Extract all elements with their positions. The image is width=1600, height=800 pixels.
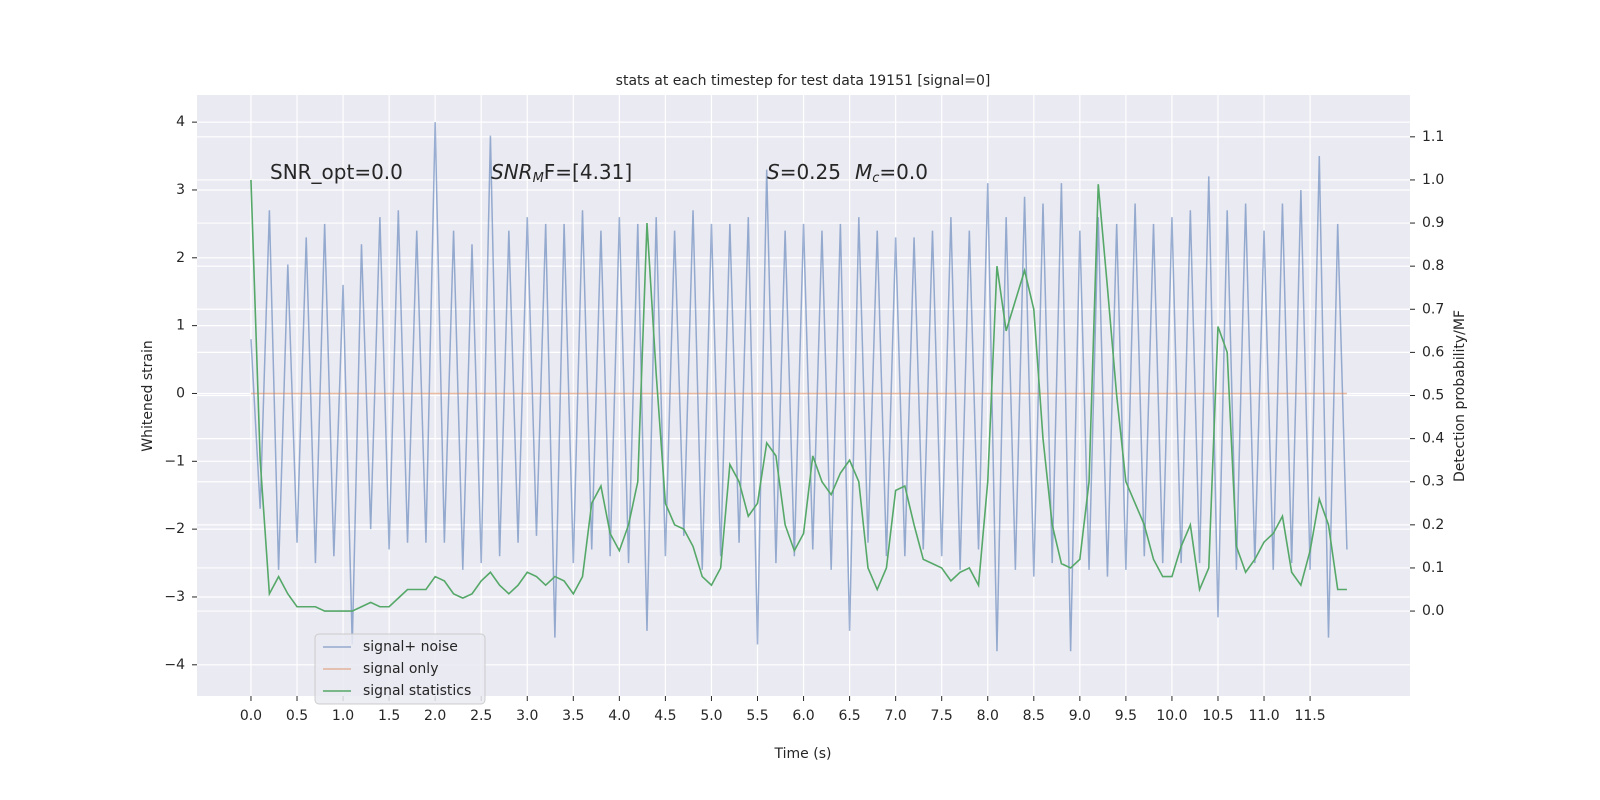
annotation: SNRMF=[4.31] (491, 160, 632, 186)
y2-axis-label: Detection probability/MF (1452, 310, 1468, 482)
x-tick-label: 6.5 (838, 708, 860, 724)
annotation-part: M (855, 160, 872, 184)
y-tick-label: 4 (176, 114, 185, 130)
x-tick-label: 7.5 (931, 708, 953, 724)
y-tick-label: 3 (176, 182, 185, 198)
x-tick-label: 1.0 (332, 708, 354, 724)
y-tick-label: −2 (164, 521, 185, 537)
series-line (250, 179, 1347, 612)
x-tick-label: 6.0 (792, 708, 814, 724)
annotation: S=0.25 Mc=0.0 (767, 160, 928, 186)
y-tick-label: 2 (176, 250, 185, 266)
x-tick-label: 2.5 (470, 708, 492, 724)
y-tick-label: 1 (176, 318, 185, 334)
y2-tick-label: 0.6 (1422, 344, 1444, 360)
legend-label: signal+ noise (363, 639, 458, 655)
y-tick-label: −4 (164, 657, 185, 673)
x-tick-label: 9.0 (1069, 708, 1091, 724)
y-tick-label: −3 (164, 589, 185, 605)
y2-tick-label: 0.0 (1422, 603, 1444, 619)
y2-tick-label: 0.7 (1422, 301, 1444, 317)
y2-tick-label: 0.9 (1422, 215, 1444, 231)
annotation-part: F=[4.31] (544, 160, 632, 184)
x-tick-label: 3.0 (516, 708, 538, 724)
legend-box (314, 633, 486, 705)
x-tick-label: 2.0 (424, 708, 446, 724)
y-tick-label: −1 (164, 453, 185, 469)
x-tick-label: 1.5 (378, 708, 400, 724)
x-tick-label: 11.0 (1248, 708, 1279, 724)
x-tick-label: 4.5 (654, 708, 676, 724)
x-tick-label: 0.5 (286, 708, 308, 724)
y-axis-label: Whitened strain (140, 340, 156, 451)
x-tick-label: 10.0 (1156, 708, 1187, 724)
legend: signal+ noise signal only signal statistic… (314, 633, 486, 705)
y-tick-label: 0 (176, 385, 185, 401)
annotation-part: =0.0 (879, 160, 928, 184)
y2-tick-label: 1.1 (1422, 129, 1444, 145)
annotation-part: S (767, 160, 780, 184)
y2-tick-label: 0.2 (1422, 517, 1444, 533)
y2-tick-label: 1.0 (1422, 172, 1444, 188)
x-tick-label: 8.5 (1023, 708, 1045, 724)
annotation-part: M (533, 171, 544, 186)
x-tick-label: 3.5 (562, 708, 584, 724)
annotation: SNR_opt=0.0 (270, 160, 403, 184)
chart-title: stats at each timestep for test data 191… (616, 73, 991, 89)
y2-tick-label: 0.3 (1422, 474, 1444, 490)
x-tick-label: 0.0 (240, 708, 262, 724)
annotation-part: c (872, 171, 879, 186)
annotation-part: =0.25 (780, 160, 841, 184)
x-tick-label: 11.5 (1294, 708, 1325, 724)
x-axis-label: Time (s) (774, 746, 832, 762)
x-tick-label: 8.0 (977, 708, 999, 724)
x-tick-label: 5.0 (700, 708, 722, 724)
x-tick-label: 10.5 (1202, 708, 1233, 724)
y2-tick-label: 0.1 (1422, 560, 1444, 576)
x-tick-label: 4.0 (608, 708, 630, 724)
series-line (250, 122, 1348, 652)
y2-tick-label: 0.5 (1422, 388, 1444, 404)
y2-tick-label: 0.4 (1422, 431, 1444, 447)
x-tick-label: 9.5 (1115, 708, 1137, 724)
x-tick-label: 5.5 (746, 708, 768, 724)
annotation-part: SNR_opt=0.0 (270, 160, 403, 184)
legend-label: signal only (363, 661, 438, 677)
legend-label: signal statistics (363, 683, 471, 699)
annotation-part: SNR (491, 160, 533, 184)
y2-tick-label: 0.8 (1422, 258, 1444, 274)
x-tick-label: 7.0 (885, 708, 907, 724)
